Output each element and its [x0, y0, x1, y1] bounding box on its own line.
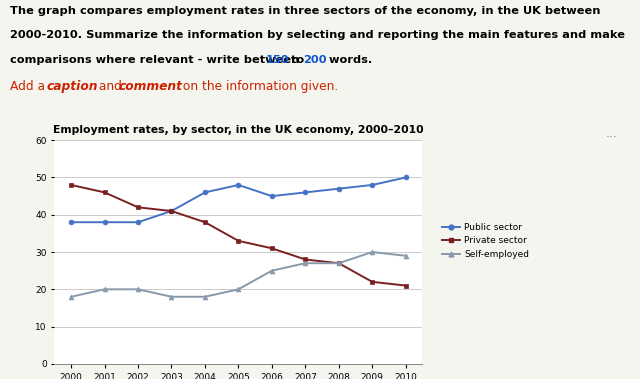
Text: words.: words. — [325, 55, 372, 65]
Text: 150: 150 — [266, 55, 289, 65]
Text: The graph compares employment rates in three sectors of the economy, in the UK b: The graph compares employment rates in t… — [10, 6, 600, 16]
Text: to: to — [287, 55, 308, 65]
Text: ...: ... — [605, 127, 618, 140]
Text: 2000-2010. Summarize the information by selecting and reporting the main feature: 2000-2010. Summarize the information by … — [10, 30, 625, 40]
Legend: Public sector, Private sector, Self-employed: Public sector, Private sector, Self-empl… — [438, 219, 532, 263]
Text: 200: 200 — [303, 55, 327, 65]
Text: caption: caption — [46, 80, 97, 92]
Text: comment: comment — [119, 80, 183, 92]
Title: Employment rates, by sector, in the UK economy, 2000–2010: Employment rates, by sector, in the UK e… — [53, 125, 424, 135]
Text: and: and — [95, 80, 125, 92]
Text: Add a: Add a — [10, 80, 49, 92]
Text: comparisons where relevant - write between: comparisons where relevant - write betwe… — [10, 55, 303, 65]
Text: on the information given.: on the information given. — [179, 80, 339, 92]
